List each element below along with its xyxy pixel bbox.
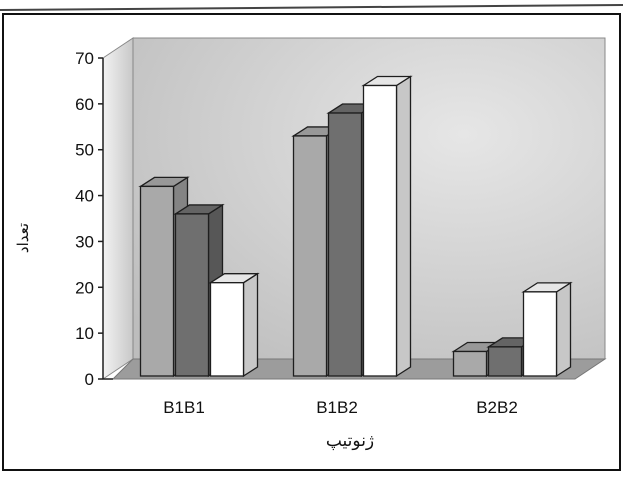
scan-top-edge — [0, 4, 623, 11]
y-tick-label: 20 — [75, 278, 94, 297]
y-tick-label: 50 — [75, 141, 94, 160]
bar — [522, 291, 558, 377]
y-axis-label: تعداد — [15, 223, 32, 253]
y-tick-label: 40 — [75, 187, 94, 206]
bar — [452, 350, 488, 377]
bar — [362, 84, 398, 377]
bar — [209, 282, 245, 377]
bar — [292, 135, 328, 377]
y-tick-label: 0 — [85, 370, 94, 389]
bar — [327, 112, 363, 377]
bar-side — [555, 281, 572, 378]
y-tick-label: 70 — [75, 49, 94, 68]
x-axis-label: ژنوتیپ — [326, 431, 374, 451]
bar — [174, 213, 210, 377]
bar-side — [242, 272, 259, 378]
bar — [139, 185, 175, 377]
y-tick-label: 30 — [75, 232, 94, 251]
x-tick-label: B1B1 — [163, 398, 205, 417]
y-tick-label: 10 — [75, 324, 94, 343]
x-tick-label: B1B2 — [316, 398, 358, 417]
bar-side — [395, 75, 412, 378]
x-tick-label: B2B2 — [476, 398, 518, 417]
plot-area: 0 10 20 30 40 50 60 70 B1B1 B1B2 B2B2 — [75, 37, 607, 417]
side-wall — [102, 37, 134, 380]
bar — [487, 346, 523, 377]
y-tick-label: 60 — [75, 95, 94, 114]
